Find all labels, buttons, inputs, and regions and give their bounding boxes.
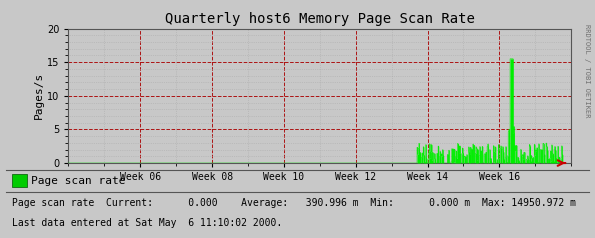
Y-axis label: Pages/s: Pages/s (35, 72, 44, 119)
Title: Quarterly host6 Memory Page Scan Rate: Quarterly host6 Memory Page Scan Rate (165, 12, 475, 26)
Text: Page scan rate  Current:      0.000    Average:   390.996 m  Min:      0.000 m  : Page scan rate Current: 0.000 Average: 3… (12, 198, 576, 208)
Text: Last data entered at Sat May  6 11:10:02 2000.: Last data entered at Sat May 6 11:10:02 … (12, 218, 282, 228)
Text: RRDTOOL / TOBI OETIKER: RRDTOOL / TOBI OETIKER (584, 24, 590, 117)
Text: Page scan rate: Page scan rate (31, 176, 126, 186)
